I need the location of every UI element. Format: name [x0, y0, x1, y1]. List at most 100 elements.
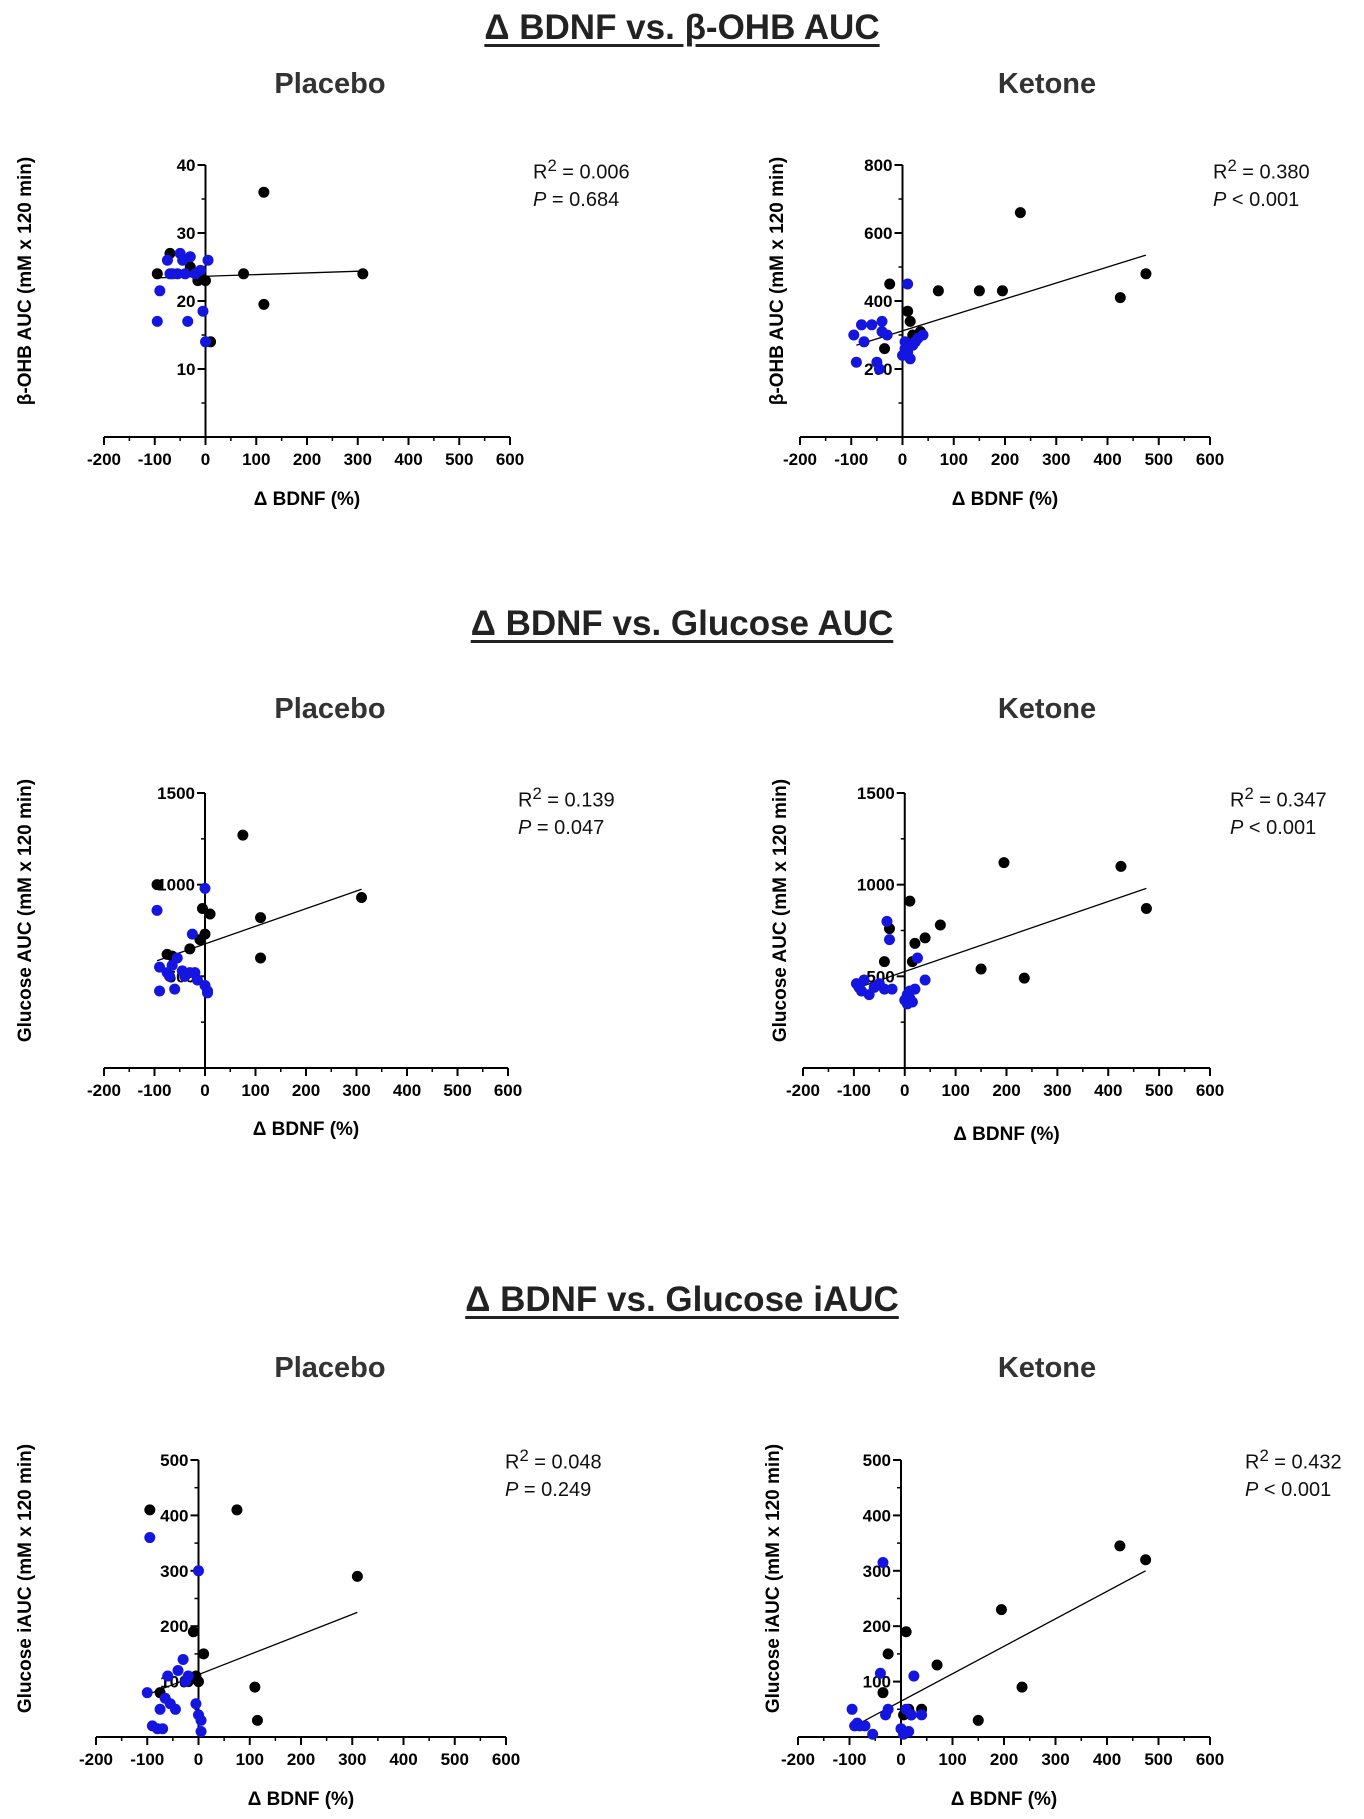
- x-tick-label: 200: [292, 1081, 320, 1100]
- data-point-blue: [859, 1720, 871, 1732]
- x-tick-label: 200: [991, 450, 1019, 469]
- r2-superscript: 2: [1227, 156, 1237, 175]
- x-tick-label: 400: [1093, 1750, 1121, 1769]
- x-tick-label: 200: [293, 450, 321, 469]
- data-point-black: [919, 932, 931, 944]
- data-point-black: [151, 879, 163, 891]
- y-tick-label: 800: [864, 156, 892, 175]
- y-axis-title: Glucose iAUC (mM x 120 min): [15, 1444, 36, 1713]
- data-point-blue: [877, 1556, 889, 1568]
- stats-giauc-ketone: R2 = 0.432 P < 0.001: [1245, 1442, 1342, 1504]
- data-point-blue: [883, 934, 895, 946]
- x-tick-label: 600: [1196, 1081, 1224, 1100]
- data-point-blue: [908, 1670, 920, 1682]
- y-tick-label: 500: [863, 1451, 891, 1470]
- data-point-black: [934, 919, 946, 931]
- data-point-blue: [858, 336, 870, 348]
- data-point-blue: [850, 356, 862, 368]
- y-tick-label: 400: [160, 1506, 188, 1525]
- p-value: < 0.001: [1243, 816, 1317, 839]
- data-point-blue: [902, 278, 914, 290]
- data-point-blue: [179, 268, 191, 280]
- y-tick-label: 40: [177, 156, 196, 175]
- data-point-blue: [154, 961, 166, 973]
- data-point-blue: [161, 254, 173, 266]
- r2-label: R: [533, 161, 548, 184]
- data-point-black: [255, 952, 267, 964]
- data-point-blue: [195, 1725, 207, 1737]
- data-point-blue: [141, 1687, 153, 1699]
- x-tick-label: 500: [1145, 1081, 1173, 1100]
- data-point-black: [996, 285, 1008, 297]
- y-tick-label: 600: [864, 224, 892, 243]
- y-tick-label: 400: [864, 292, 892, 311]
- data-point-black: [1140, 1554, 1152, 1566]
- r2-superscript: 2: [519, 1446, 529, 1465]
- data-point-blue: [904, 353, 916, 365]
- data-point-black: [998, 857, 1010, 869]
- p-value: < 0.001: [1258, 1478, 1332, 1501]
- panel-title-giauc-ketone: Ketone: [997, 1352, 1097, 1384]
- x-tick-label: 0: [200, 1081, 209, 1100]
- r2-label: R: [1213, 161, 1228, 184]
- data-point-blue: [164, 970, 176, 982]
- x-tick-label: 0: [900, 1081, 909, 1100]
- x-tick-label: 0: [898, 450, 907, 469]
- data-point-black: [144, 1504, 156, 1516]
- data-point-black: [884, 278, 896, 290]
- x-tick-label: -100: [834, 450, 868, 469]
- panel-title-bohb-ketone: Ketone: [997, 68, 1097, 100]
- data-point-blue: [154, 285, 166, 297]
- y-tick-label: 400: [863, 1506, 891, 1525]
- data-point-black: [196, 903, 208, 914]
- data-point-blue: [846, 1703, 858, 1715]
- r2-label: R: [505, 1451, 520, 1474]
- data-point-blue: [190, 1698, 202, 1710]
- stats-gauc-placebo: R2 = 0.139 P = 0.047: [518, 780, 615, 842]
- x-tick-label: 0: [201, 450, 210, 469]
- data-point-black: [931, 1659, 943, 1671]
- data-point-blue: [154, 985, 166, 997]
- data-point-blue: [858, 974, 870, 986]
- data-point-black: [258, 298, 270, 310]
- data-point-blue: [909, 983, 921, 995]
- y-axis-title: β-OHB AUC (mM x 120 min): [767, 157, 788, 405]
- y-tick-label: 500: [866, 967, 894, 986]
- y-axis-title: β-OHB AUC (mM x 120 min): [15, 157, 36, 405]
- y-axis-title: Glucose iAUC (mM x 120 min): [763, 1444, 784, 1713]
- data-point-blue: [867, 1728, 879, 1740]
- r2-value: = 0.380: [1236, 161, 1310, 184]
- data-point-blue: [919, 974, 931, 986]
- r2-value: = 0.006: [556, 161, 630, 184]
- x-tick-label: 600: [1196, 1750, 1224, 1769]
- data-point-black: [251, 1714, 263, 1726]
- chart-giauc-placebo: -200 -100 0 100 200 300 400 500 6001002003004005…: [15, 1444, 520, 1810]
- data-point-black: [995, 1604, 1007, 1616]
- data-point-blue: [171, 952, 183, 964]
- x-tick-label: 200: [990, 1750, 1018, 1769]
- x-tick-label: 600: [1196, 450, 1224, 469]
- chart-bohb-ketone: -200-1000100200300400500600200400600800Δ…: [767, 156, 1224, 510]
- data-point-black: [184, 943, 196, 955]
- data-point-blue: [157, 1723, 169, 1735]
- data-point-black: [200, 275, 211, 287]
- x-tick-label: 600: [494, 1081, 522, 1100]
- p-label: P: [533, 188, 547, 211]
- r2-label: R: [518, 789, 533, 812]
- x-tick-label: 0: [896, 1750, 905, 1769]
- data-point-black: [877, 1687, 889, 1699]
- x-tick-label: 200: [992, 1081, 1020, 1100]
- p-label: P: [518, 816, 532, 839]
- y-tick-label: 500: [160, 1451, 188, 1470]
- data-point-blue: [199, 882, 211, 894]
- data-point-black: [204, 908, 216, 920]
- x-tick-label: 300: [342, 1081, 370, 1100]
- data-point-black: [351, 1570, 363, 1582]
- p-value: = 0.684: [546, 188, 620, 211]
- data-point-black: [356, 892, 368, 903]
- x-tick-label: -100: [137, 1081, 171, 1100]
- x-tick-label: 100: [938, 1750, 966, 1769]
- r2-superscript: 2: [1244, 784, 1254, 803]
- x-tick-label: 100: [941, 1081, 969, 1100]
